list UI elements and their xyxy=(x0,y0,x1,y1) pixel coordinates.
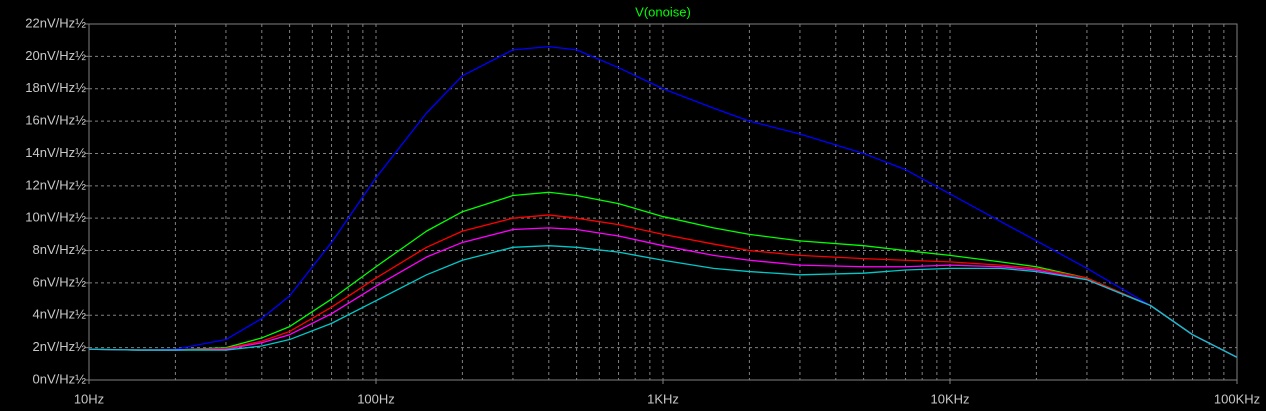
chart-title: V(onoise) xyxy=(635,4,691,19)
x-tick-label: 1KHz xyxy=(647,391,679,406)
series-line xyxy=(88,245,1238,358)
x-tick-label: 10Hz xyxy=(74,391,104,406)
y-tick-label: 22nV/Hz½ xyxy=(25,15,86,30)
y-tick-label: 6nV/Hz½ xyxy=(33,274,87,289)
y-tick-label: 0nV/Hz½ xyxy=(33,371,87,386)
x-tick-label: 10KHz xyxy=(930,391,969,406)
y-tick-label: 4nV/Hz½ xyxy=(33,307,87,322)
series-line xyxy=(88,214,1238,358)
y-tick-label: 14nV/Hz½ xyxy=(25,145,86,160)
series-line xyxy=(88,46,1238,358)
series-line xyxy=(88,191,1238,358)
y-tick-label: 8nV/Hz½ xyxy=(33,242,87,257)
y-tick-label: 2nV/Hz½ xyxy=(33,339,87,354)
series-line xyxy=(88,227,1238,358)
y-tick-label: 18nV/Hz½ xyxy=(25,80,86,95)
x-tick-label: 100KHz xyxy=(1214,391,1260,406)
x-tick-label: 100Hz xyxy=(357,391,395,406)
y-tick-label: 12nV/Hz½ xyxy=(25,177,86,192)
y-tick-label: 20nV/Hz½ xyxy=(25,48,86,63)
plot-frame xyxy=(88,23,1238,381)
y-tick-label: 10nV/Hz½ xyxy=(25,210,86,225)
y-tick-label: 16nV/Hz½ xyxy=(25,113,86,128)
